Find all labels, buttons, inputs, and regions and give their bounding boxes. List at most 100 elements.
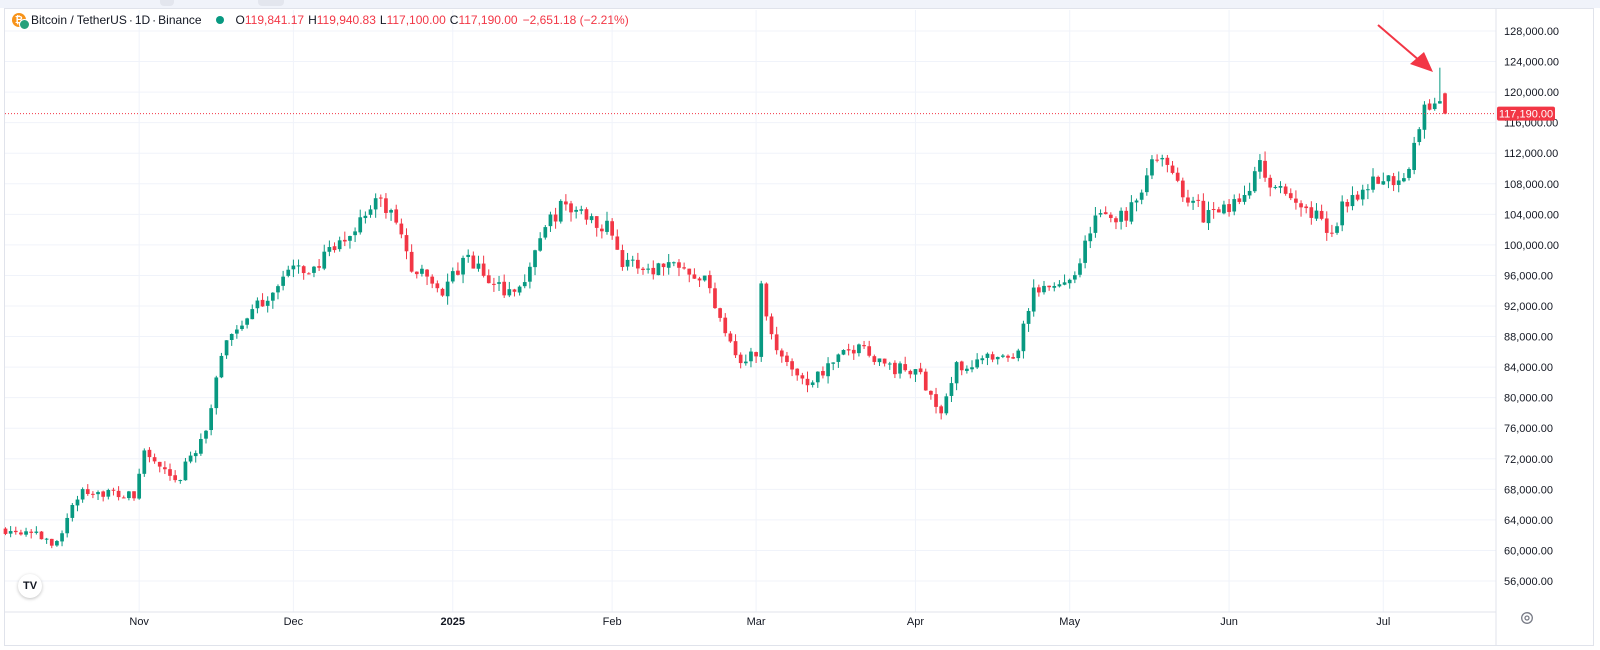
- market-status-icon[interactable]: [215, 16, 224, 24]
- y-axis-tick-label: 108,000.00: [1504, 179, 1559, 191]
- candle-body: [718, 308, 722, 318]
- interval-label[interactable]: 1D: [134, 13, 151, 27]
- candle-body: [841, 349, 846, 355]
- candle-body: [39, 531, 44, 540]
- candle-body: [574, 209, 579, 212]
- symbol-name[interactable]: Bitcoin / TetherUS: [31, 13, 127, 27]
- candle-body: [980, 358, 985, 361]
- tradingview-logo-icon[interactable]: TV: [18, 574, 42, 598]
- candle-body: [420, 268, 424, 274]
- candle-body: [959, 361, 964, 371]
- candle-body: [564, 201, 568, 205]
- candle-body: [13, 530, 18, 533]
- candle-body: [317, 266, 321, 268]
- candle-body: [851, 349, 856, 354]
- candle-body: [641, 268, 645, 271]
- candle-body: [625, 259, 630, 267]
- candle-body: [1011, 357, 1016, 359]
- change-value: −2,651.18 (−2.21%): [522, 13, 629, 27]
- candle-body: [106, 490, 111, 497]
- candle-body: [378, 197, 383, 199]
- candle-body: [913, 369, 918, 375]
- candle-body: [620, 250, 625, 268]
- close-key: C: [449, 13, 459, 27]
- candle-body: [1381, 181, 1386, 185]
- candle-body: [399, 223, 404, 235]
- candle-body: [990, 354, 995, 360]
- chart-frame: [4, 8, 1594, 646]
- candle-body: [707, 275, 712, 289]
- candle-body: [183, 461, 188, 481]
- candle-body: [373, 198, 378, 210]
- candle-body: [1098, 213, 1103, 215]
- candle-body: [1067, 279, 1072, 284]
- candle-body: [995, 356, 1000, 360]
- candle-body: [857, 344, 861, 354]
- candle-body: [671, 262, 676, 264]
- candle-body: [759, 283, 764, 357]
- candle-body: [1299, 203, 1303, 208]
- candle-body: [29, 531, 34, 533]
- y-axis-tick-label: 88,000.00: [1504, 332, 1553, 344]
- candle-body: [1432, 103, 1437, 110]
- candle-body: [1052, 286, 1057, 288]
- annotation-arrow-shaft: [1377, 24, 1421, 62]
- candle-body: [111, 489, 116, 491]
- candle-body: [8, 531, 13, 534]
- candle-body: [255, 300, 260, 309]
- candle-body: [1258, 160, 1262, 172]
- candle-body: [466, 254, 471, 257]
- candle-body: [1273, 186, 1278, 188]
- candle-body: [291, 265, 296, 270]
- candle-body: [1283, 186, 1288, 194]
- candle-body: [368, 209, 373, 215]
- candle-body: [229, 334, 234, 340]
- candle-body: [1129, 202, 1134, 222]
- candle-body: [152, 457, 157, 462]
- candle-body: [188, 455, 193, 462]
- candle-body: [409, 251, 414, 272]
- y-axis-tick-label: 68,000.00: [1504, 484, 1553, 496]
- y-axis-tick-label: 96,000.00: [1504, 270, 1553, 282]
- candle-body: [1422, 104, 1427, 130]
- candle-body: [193, 453, 198, 457]
- candle-body: [322, 251, 327, 269]
- candle-body: [507, 289, 512, 296]
- candle-body: [461, 257, 465, 275]
- candle-body: [1006, 355, 1010, 358]
- tab-indicator[interactable]: [160, 0, 174, 6]
- candle-body: [456, 270, 460, 275]
- candle-body: [887, 363, 892, 365]
- candle-body: [430, 276, 435, 284]
- browser-tab-strip: [0, 0, 1600, 8]
- gear-icon[interactable]: [1520, 611, 1534, 625]
- candle-body: [882, 358, 887, 364]
- candle-body: [1252, 171, 1257, 192]
- y-axis-tick-label: 104,000.00: [1504, 209, 1559, 221]
- candle-body: [296, 265, 301, 267]
- candle-body: [1324, 218, 1329, 233]
- candle-body: [1304, 206, 1309, 209]
- candle-body: [749, 351, 753, 362]
- candle-body: [204, 430, 208, 439]
- candle-body: [1216, 209, 1221, 213]
- candle-body: [1366, 189, 1370, 191]
- candle-body: [785, 355, 789, 363]
- candle-body: [610, 221, 614, 236]
- candle-body: [569, 203, 573, 213]
- candle-body: [579, 209, 584, 211]
- candle-body: [306, 273, 311, 275]
- candle-body: [332, 246, 337, 251]
- candle-body: [1114, 218, 1118, 223]
- candle-body: [1386, 175, 1391, 182]
- candle-body: [512, 289, 517, 292]
- low-key: L: [379, 13, 387, 27]
- candle-body: [1438, 101, 1442, 104]
- candle-body: [898, 363, 902, 374]
- candle-body: [209, 408, 213, 431]
- y-axis-tick-label: 84,000.00: [1504, 362, 1553, 374]
- tab-indicator[interactable]: [258, 0, 284, 6]
- candle-body: [132, 491, 136, 499]
- candle-body: [1037, 287, 1041, 293]
